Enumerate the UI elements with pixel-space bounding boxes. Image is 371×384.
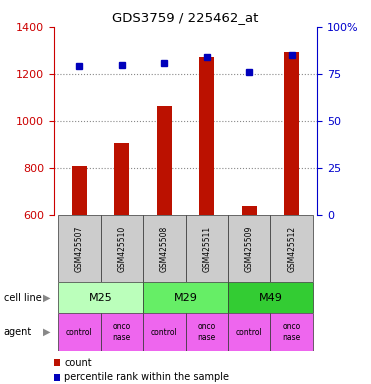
Text: M29: M29	[174, 293, 197, 303]
Text: control: control	[151, 328, 178, 337]
Text: GSM425509: GSM425509	[245, 225, 254, 272]
Text: count: count	[64, 358, 92, 368]
Text: agent: agent	[4, 327, 32, 337]
Bar	[270, 215, 313, 282]
Text: M49: M49	[259, 293, 282, 303]
Text: GSM425508: GSM425508	[160, 225, 169, 272]
Bar	[157, 106, 172, 215]
Bar	[228, 215, 270, 282]
Text: control: control	[66, 328, 93, 337]
Bar	[58, 313, 101, 351]
Text: M25: M25	[89, 293, 112, 303]
Bar	[114, 143, 129, 215]
Text: percentile rank within the sample: percentile rank within the sample	[64, 372, 229, 382]
Bar	[101, 313, 143, 351]
Text: onco
nase: onco nase	[283, 323, 301, 342]
Bar	[270, 313, 313, 351]
Text: GSM425507: GSM425507	[75, 225, 84, 272]
Bar	[143, 215, 186, 282]
Text: GDS3759 / 225462_at: GDS3759 / 225462_at	[112, 12, 259, 25]
Bar	[199, 58, 214, 215]
Text: onco
nase: onco nase	[113, 323, 131, 342]
Text: ▶: ▶	[43, 293, 50, 303]
Text: control: control	[236, 328, 263, 337]
Bar	[101, 215, 143, 282]
Bar	[72, 166, 87, 215]
Text: onco
nase: onco nase	[198, 323, 216, 342]
Bar	[143, 282, 228, 313]
Text: cell line: cell line	[4, 293, 42, 303]
Bar	[58, 282, 143, 313]
Text: GSM425511: GSM425511	[202, 225, 211, 272]
Bar	[186, 215, 228, 282]
Text: GSM425510: GSM425510	[117, 225, 126, 272]
Bar	[58, 215, 101, 282]
Bar	[186, 313, 228, 351]
Bar	[143, 313, 186, 351]
Text: ▶: ▶	[43, 327, 50, 337]
Text: GSM425512: GSM425512	[287, 225, 296, 272]
Bar	[284, 51, 299, 215]
Bar	[228, 313, 270, 351]
Bar	[242, 206, 257, 215]
Bar	[228, 282, 313, 313]
